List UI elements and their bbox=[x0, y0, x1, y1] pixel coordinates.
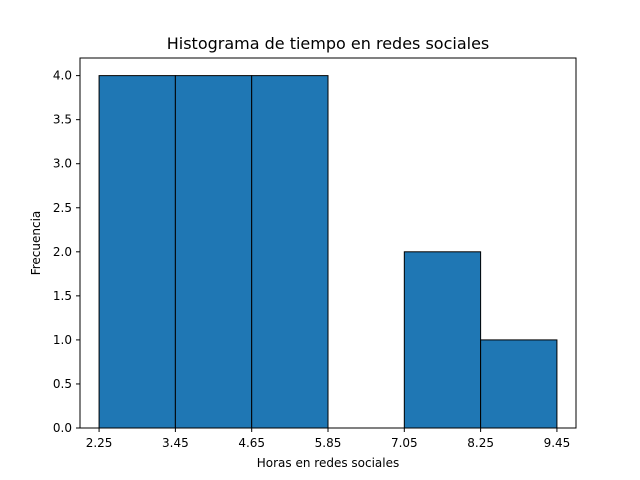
histogram-bar bbox=[98, 75, 176, 429]
x-axis-label: Horas en redes sociales bbox=[257, 456, 400, 470]
y-tick-label: 2.0 bbox=[53, 245, 72, 259]
x-tick-label: 9.45 bbox=[544, 436, 571, 450]
y-tick-label: 0.5 bbox=[53, 377, 72, 391]
histogram-bar bbox=[251, 75, 329, 429]
y-axis-label: Frecuencia bbox=[29, 211, 43, 276]
y-tick-label: 1.0 bbox=[53, 333, 72, 347]
histogram-bar bbox=[174, 75, 253, 429]
y-tick-label: 3.0 bbox=[53, 157, 72, 171]
y-tick-label: 2.5 bbox=[53, 201, 72, 215]
x-tick-label: 5.85 bbox=[315, 436, 342, 450]
histogram-bar bbox=[403, 251, 482, 429]
chart-title: Histograma de tiempo en redes sociales bbox=[167, 34, 490, 53]
y-tick-label: 3.5 bbox=[53, 113, 72, 127]
histogram-bar bbox=[480, 339, 558, 429]
x-tick-label: 3.45 bbox=[162, 436, 189, 450]
x-tick-label: 2.25 bbox=[86, 436, 113, 450]
y-tick-label: 4.0 bbox=[53, 69, 72, 83]
x-tick-label: 7.05 bbox=[391, 436, 418, 450]
x-tick-label: 8.25 bbox=[467, 436, 494, 450]
x-axis-ticks: 2.25 3.45 4.65 5.85 7.05 8.25 9.45 bbox=[86, 428, 571, 450]
y-tick-label: 1.5 bbox=[53, 289, 72, 303]
x-tick-label: 4.65 bbox=[238, 436, 265, 450]
y-tick-label: 0.0 bbox=[53, 421, 72, 435]
y-axis-ticks: 0.0 0.5 1.0 1.5 2.0 2.5 3.0 3.5 4.0 bbox=[53, 69, 80, 435]
bars bbox=[98, 75, 558, 429]
